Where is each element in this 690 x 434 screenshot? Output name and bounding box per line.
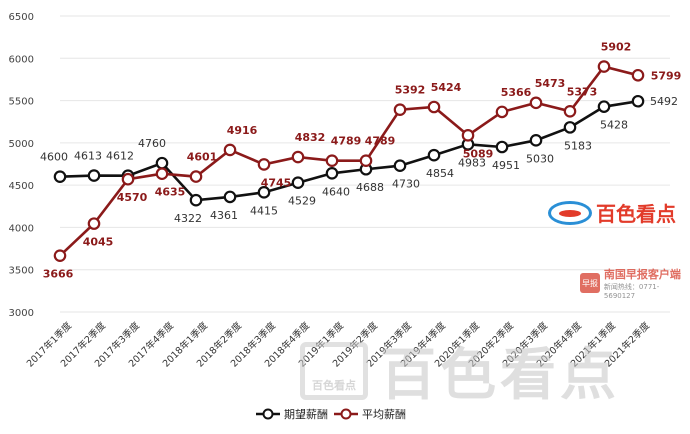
point-average xyxy=(427,100,441,114)
data-label-expected: 5428 xyxy=(600,119,628,132)
data-label-average: 4789 xyxy=(365,135,396,148)
point-expected xyxy=(529,134,543,147)
point-expected xyxy=(189,193,203,207)
data-label-expected: 4600 xyxy=(40,151,68,164)
news-title: 南国早报客户端 xyxy=(603,268,681,281)
news-watermark: 早报 南国早报客户端 新闻热线：0771-5690127 xyxy=(580,266,690,300)
data-label-expected: 4640 xyxy=(322,185,350,198)
data-label-expected: 4983 xyxy=(458,156,486,169)
point-expected xyxy=(257,186,271,199)
data-label-average: 5366 xyxy=(501,86,532,99)
point-expected xyxy=(87,169,101,182)
legend: 期望薪酬 平均薪酬 xyxy=(256,408,406,421)
data-label-average: 5902 xyxy=(601,41,632,54)
legend-marker xyxy=(340,408,352,420)
data-label-expected: 4613 xyxy=(74,150,102,163)
point-average xyxy=(359,154,373,168)
data-labels: 4600 4613 4612 4760 4322 4361 4415 4529 4640 4688… xyxy=(40,41,681,281)
point-average xyxy=(155,167,169,181)
point-average xyxy=(529,96,543,110)
y-tick-label: 3000 xyxy=(9,308,34,319)
data-label-expected: 4529 xyxy=(288,195,316,208)
data-label-expected: 4612 xyxy=(106,150,134,163)
series-group xyxy=(53,60,645,262)
point-average xyxy=(563,105,577,118)
point-average xyxy=(189,170,203,183)
point-expected xyxy=(53,170,67,183)
y-axis-ticks: 3000 3500 4000 4500 5000 5500 6000 6500 xyxy=(9,12,34,319)
news-hotline: 新闻热线：0771-5690127 xyxy=(603,283,660,300)
y-tick-label: 6000 xyxy=(9,54,34,65)
brand-name: 百色看点 xyxy=(596,202,676,226)
legend-label-average: 平均薪酬 xyxy=(362,408,406,421)
point-expected xyxy=(223,190,237,204)
x-axis-ticks: 2017年1季度2017年2季度2017年3季度2017年4季度2018年1季度… xyxy=(24,319,652,369)
point-average xyxy=(257,158,271,171)
data-label-expected: 4322 xyxy=(174,212,202,225)
data-label-average: 4832 xyxy=(295,131,326,144)
point-average xyxy=(223,143,237,157)
point-average xyxy=(393,103,407,117)
data-label-expected: 4730 xyxy=(392,178,420,191)
point-expected xyxy=(597,100,611,113)
data-label-average: 5373 xyxy=(567,85,598,98)
data-label-average: 4601 xyxy=(187,151,218,164)
data-label-expected: 4760 xyxy=(138,137,166,150)
point-average xyxy=(291,150,305,164)
point-average xyxy=(121,172,135,186)
data-label-average: 3666 xyxy=(43,268,74,281)
legend-label-expected: 期望薪酬 xyxy=(284,408,328,421)
y-tick-label: 5500 xyxy=(9,97,34,108)
data-label-average: 4045 xyxy=(83,236,114,249)
data-label-expected: 4415 xyxy=(250,204,278,217)
data-label-expected: 5183 xyxy=(564,139,592,152)
data-label-average: 4789 xyxy=(331,135,362,148)
brand-watermark-small: 百色看点 xyxy=(548,198,676,227)
legend-marker xyxy=(262,408,274,420)
point-average xyxy=(461,129,475,142)
data-label-expected: 4361 xyxy=(210,209,238,222)
point-expected xyxy=(563,121,577,134)
y-tick-label: 6500 xyxy=(9,12,34,23)
point-average xyxy=(87,217,101,230)
point-average xyxy=(631,68,645,82)
y-tick-label: 4000 xyxy=(9,223,34,234)
point-expected xyxy=(155,156,169,170)
brand-logo-icon xyxy=(548,200,592,225)
point-expected xyxy=(393,159,407,172)
data-label-average: 5089 xyxy=(463,147,494,160)
data-label-average: 5473 xyxy=(535,77,566,90)
data-label-average: 4916 xyxy=(227,124,258,137)
point-average xyxy=(53,249,67,262)
data-label-average: 4570 xyxy=(117,191,148,204)
data-label-expected: 5030 xyxy=(526,152,554,165)
grid-lines xyxy=(60,15,670,313)
data-label-expected: 5492 xyxy=(650,95,678,108)
data-label-average: 5392 xyxy=(395,84,426,97)
data-label-average: 5799 xyxy=(651,69,682,82)
data-label-expected: 4951 xyxy=(492,159,520,172)
data-label-average: 4635 xyxy=(155,186,186,199)
y-tick-label: 5000 xyxy=(9,139,34,150)
point-average xyxy=(325,154,339,168)
data-label-expected: 4854 xyxy=(426,167,454,180)
data-label-average: 5424 xyxy=(431,81,462,94)
point-expected xyxy=(291,176,305,189)
point-expected xyxy=(631,94,645,108)
point-average xyxy=(597,60,611,73)
point-average xyxy=(495,105,509,119)
data-label-expected: 4688 xyxy=(356,181,384,194)
point-expected xyxy=(495,140,509,154)
data-label-average: 4745 xyxy=(261,176,292,189)
y-tick-label: 3500 xyxy=(9,266,34,277)
y-tick-label: 4500 xyxy=(9,181,34,192)
news-badge-icon: 早报 xyxy=(580,273,600,293)
point-expected xyxy=(427,148,441,162)
point-expected xyxy=(325,167,339,180)
